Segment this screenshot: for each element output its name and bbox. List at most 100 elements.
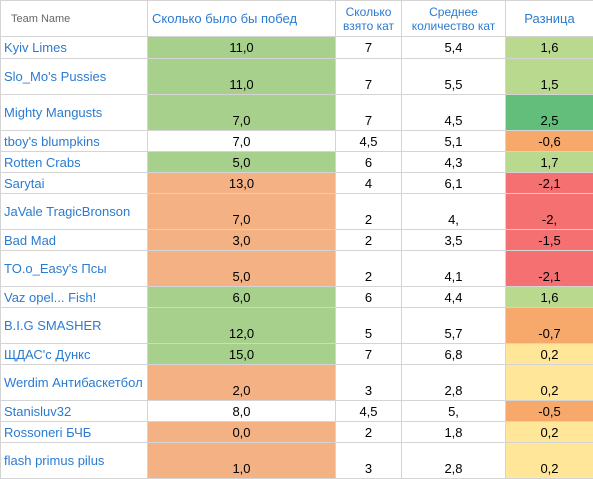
cats-taken-cell[interactable]: 3 bbox=[336, 365, 402, 401]
avg-cats-cell[interactable]: 1,8 bbox=[402, 422, 506, 443]
team-name-cell[interactable]: Stanisluv32 bbox=[1, 401, 148, 422]
cats-taken-cell[interactable]: 4 bbox=[336, 173, 402, 194]
team-name-cell[interactable]: flash primus pilus bbox=[1, 443, 148, 479]
avg-cats-cell[interactable]: 4,4 bbox=[402, 287, 506, 308]
team-name-cell[interactable]: B.I.G SMASHER bbox=[1, 308, 148, 344]
team-name-cell[interactable]: ЩДАС'с Дункс bbox=[1, 344, 148, 365]
avg-cats-cell[interactable]: 5, bbox=[402, 401, 506, 422]
difference-cell[interactable]: -0,7 bbox=[506, 308, 593, 344]
team-name-cell[interactable]: Rotten Crabs bbox=[1, 152, 148, 173]
difference-cell[interactable]: 1,5 bbox=[506, 59, 593, 95]
avg-cats-cell[interactable]: 2,8 bbox=[402, 443, 506, 479]
difference-cell[interactable]: 0,2 bbox=[506, 344, 593, 365]
cats-taken-cell[interactable]: 4,5 bbox=[336, 401, 402, 422]
difference-cell[interactable]: -1,5 bbox=[506, 230, 593, 251]
avg-cats-cell[interactable]: 6,1 bbox=[402, 173, 506, 194]
avg-cats-cell[interactable]: 4, bbox=[402, 194, 506, 230]
wins-cell[interactable]: 7,0 bbox=[148, 131, 336, 152]
difference-cell[interactable]: -0,6 bbox=[506, 131, 593, 152]
cats-taken-cell[interactable]: 2 bbox=[336, 230, 402, 251]
team-name-cell[interactable]: TO.o_Easy's Псы bbox=[1, 251, 148, 287]
avg-cats-cell[interactable]: 5,7 bbox=[402, 308, 506, 344]
cats-taken-cell[interactable]: 3 bbox=[336, 443, 402, 479]
difference-cell[interactable]: -2, bbox=[506, 194, 593, 230]
avg-cats-cell[interactable]: 4,3 bbox=[402, 152, 506, 173]
difference-cell[interactable]: 0,2 bbox=[506, 422, 593, 443]
wins-cell[interactable]: 0,0 bbox=[148, 422, 336, 443]
team-name-cell[interactable]: JaVale TragicBronson bbox=[1, 194, 148, 230]
wins-cell[interactable]: 8,0 bbox=[148, 401, 336, 422]
difference-cell[interactable]: 2,5 bbox=[506, 95, 593, 131]
avg-cats-cell[interactable]: 4,1 bbox=[402, 251, 506, 287]
cats-taken-cell[interactable]: 7 bbox=[336, 95, 402, 131]
wins-cell[interactable]: 3,0 bbox=[148, 230, 336, 251]
wins-cell[interactable]: 5,0 bbox=[148, 152, 336, 173]
team-name-cell[interactable]: Rossoneri БЧБ bbox=[1, 422, 148, 443]
difference-cell[interactable]: -2,1 bbox=[506, 173, 593, 194]
wins-cell[interactable]: 7,0 bbox=[148, 95, 336, 131]
cats-taken-cell[interactable]: 6 bbox=[336, 152, 402, 173]
difference-cell[interactable]: 0,2 bbox=[506, 443, 593, 479]
team-name-cell[interactable]: Kyiv Limes bbox=[1, 37, 148, 59]
team-name-cell[interactable]: Bad Mad bbox=[1, 230, 148, 251]
team-name-cell[interactable]: Slo_Mo's Pussies bbox=[1, 59, 148, 95]
team-name-cell[interactable]: Werdim Антибаскетбол bbox=[1, 365, 148, 401]
cats-taken-cell[interactable]: 4,5 bbox=[336, 131, 402, 152]
cats-taken-cell[interactable]: 7 bbox=[336, 37, 402, 59]
cats-taken-cell[interactable]: 6 bbox=[336, 287, 402, 308]
cats-taken-cell[interactable]: 2 bbox=[336, 251, 402, 287]
wins-cell[interactable]: 2,0 bbox=[148, 365, 336, 401]
avg-cats-cell[interactable]: 4,5 bbox=[402, 95, 506, 131]
team-name-cell[interactable]: Vaz opel... Fish! bbox=[1, 287, 148, 308]
wins-cell[interactable]: 6,0 bbox=[148, 287, 336, 308]
difference-cell[interactable]: 1,7 bbox=[506, 152, 593, 173]
team-name-cell[interactable]: Sarytai bbox=[1, 173, 148, 194]
header-cats-taken[interactable]: Сколько взято кат bbox=[336, 1, 402, 37]
header-row: Team Name Сколько было бы побед Сколько … bbox=[1, 1, 593, 37]
header-wins[interactable]: Сколько было бы побед bbox=[148, 1, 336, 37]
team-name-cell[interactable]: tboy's blumpkins bbox=[1, 131, 148, 152]
wins-cell[interactable]: 11,0 bbox=[148, 59, 336, 95]
difference-cell[interactable]: 1,6 bbox=[506, 287, 593, 308]
avg-cats-cell[interactable]: 5,5 bbox=[402, 59, 506, 95]
difference-cell[interactable]: -0,5 bbox=[506, 401, 593, 422]
difference-cell[interactable]: 1,6 bbox=[506, 37, 593, 59]
wins-cell[interactable]: 11,0 bbox=[148, 37, 336, 59]
wins-cell[interactable]: 13,0 bbox=[148, 173, 336, 194]
cats-taken-cell[interactable]: 2 bbox=[336, 422, 402, 443]
avg-cats-cell[interactable]: 5,1 bbox=[402, 131, 506, 152]
difference-cell[interactable]: -2,1 bbox=[506, 251, 593, 287]
avg-cats-cell[interactable]: 2,8 bbox=[402, 365, 506, 401]
cats-taken-cell[interactable]: 7 bbox=[336, 344, 402, 365]
header-avg-cats[interactable]: Среднее количество кат bbox=[402, 1, 506, 37]
avg-cats-cell[interactable]: 5,4 bbox=[402, 37, 506, 59]
header-team-name[interactable]: Team Name bbox=[1, 1, 148, 37]
wins-cell[interactable]: 12,0 bbox=[148, 308, 336, 344]
avg-cats-cell[interactable]: 3,5 bbox=[402, 230, 506, 251]
cats-taken-cell[interactable]: 2 bbox=[336, 194, 402, 230]
avg-cats-cell[interactable]: 6,8 bbox=[402, 344, 506, 365]
cats-taken-cell[interactable]: 7 bbox=[336, 59, 402, 95]
wins-cell[interactable]: 15,0 bbox=[148, 344, 336, 365]
header-difference[interactable]: Разница bbox=[506, 1, 593, 37]
wins-cell[interactable]: 7,0 bbox=[148, 194, 336, 230]
cats-taken-cell[interactable]: 5 bbox=[336, 308, 402, 344]
difference-cell[interactable]: 0,2 bbox=[506, 365, 593, 401]
team-name-cell[interactable]: Mighty Mangusts bbox=[1, 95, 148, 131]
wins-cell[interactable]: 5,0 bbox=[148, 251, 336, 287]
wins-cell[interactable]: 1,0 bbox=[148, 443, 336, 479]
